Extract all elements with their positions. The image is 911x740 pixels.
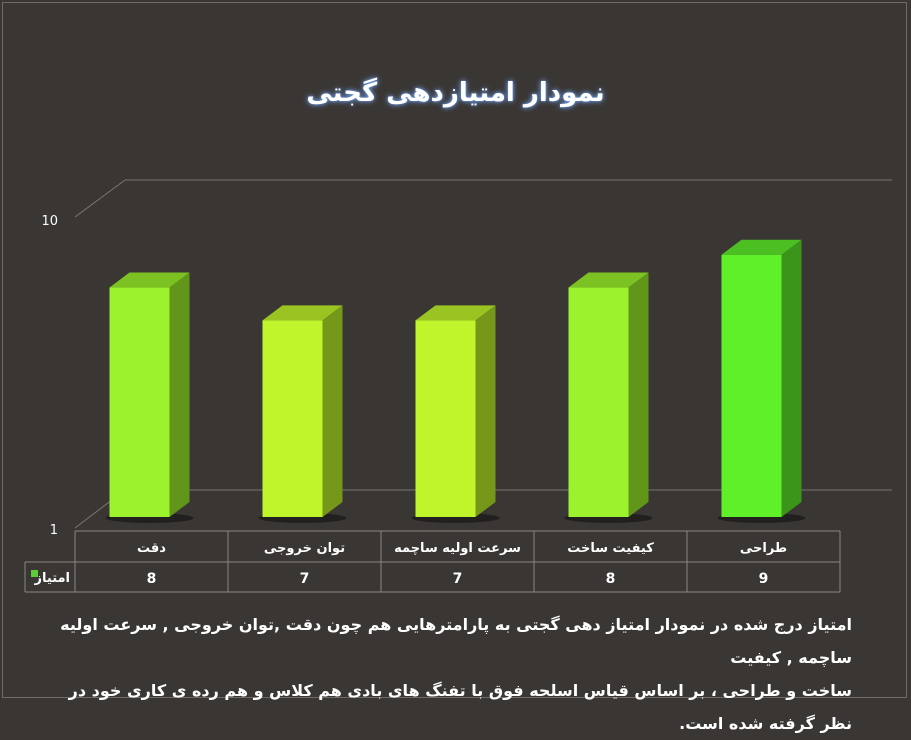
y-tick-label: 1 bbox=[50, 523, 58, 538]
data-table: دقت 8 توان خروجی 7 سرعت اولیه ساچمه 7 کیفیت سا… bbox=[24, 530, 841, 593]
legend-label: امتیاز bbox=[34, 571, 70, 586]
bar-front bbox=[721, 254, 782, 517]
bar bbox=[105, 272, 194, 523]
legend-swatch bbox=[31, 570, 38, 577]
x-category-label: دقت bbox=[137, 541, 166, 556]
caption-line-1: امتیاز درج شده در نمودار امتیاز دهی گجتی… bbox=[60, 615, 852, 667]
bar-front bbox=[415, 320, 476, 517]
bar-top bbox=[415, 305, 496, 321]
x-category-label: توان خروجی bbox=[264, 541, 345, 556]
bar-front bbox=[109, 287, 170, 517]
bar-top bbox=[262, 305, 343, 321]
chart-title: نمودار امتیازدهی گجتی bbox=[306, 78, 605, 108]
y-tick-label: 10 bbox=[41, 214, 58, 229]
caption: امتیاز درج شده در نمودار امتیاز دهی گجتی… bbox=[40, 608, 852, 740]
bar bbox=[258, 305, 347, 523]
bar-chart: 1 10 دقت 8 توان خروجی 7 سرعت اولیه ساچمه 7 کیفی… bbox=[24, 179, 892, 593]
data-label: 9 bbox=[759, 571, 769, 587]
bar-top bbox=[721, 239, 802, 255]
chart-frame bbox=[2, 2, 907, 698]
y-axis-ticks: 1 10 bbox=[41, 214, 58, 538]
bar bbox=[564, 272, 653, 523]
data-label: 7 bbox=[300, 571, 310, 587]
bar-side bbox=[169, 272, 190, 517]
bar-front bbox=[262, 320, 323, 517]
table-cells: دقت 8 توان خروجی 7 سرعت اولیه ساچمه 7 کیفیت سا… bbox=[137, 531, 787, 592]
bar-side bbox=[475, 305, 496, 517]
data-label: 7 bbox=[453, 571, 463, 587]
bar-front bbox=[568, 287, 629, 517]
bar-side bbox=[628, 272, 649, 517]
bar-top bbox=[109, 272, 190, 288]
bar bbox=[717, 239, 806, 523]
data-label: 8 bbox=[147, 571, 157, 587]
x-category-label: طراحی bbox=[740, 541, 787, 556]
bars-group bbox=[105, 239, 806, 523]
data-label: 8 bbox=[606, 571, 616, 587]
bar-side bbox=[322, 305, 343, 517]
bar-side bbox=[781, 239, 802, 517]
caption-line-2: ساخت و طراحی ، بر اساس قیاس اسلحه فوق با… bbox=[68, 681, 852, 733]
bar-top bbox=[568, 272, 649, 288]
x-category-label: کیفیت ساخت bbox=[567, 541, 654, 556]
bar bbox=[411, 305, 500, 523]
top-side-edge bbox=[74, 179, 126, 218]
x-category-label: سرعت اولیه ساچمه bbox=[394, 541, 521, 556]
